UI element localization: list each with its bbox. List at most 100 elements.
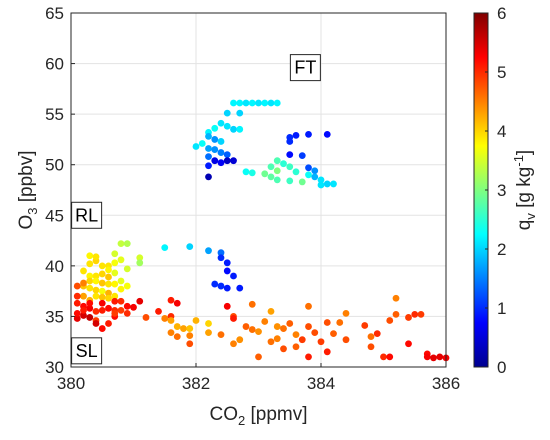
data-point: [330, 180, 337, 188]
data-point: [342, 309, 350, 317]
data-point: [292, 331, 300, 339]
data-point: [192, 317, 200, 324]
data-point: [92, 286, 100, 294]
data-point: [111, 297, 119, 305]
data-point: [305, 302, 312, 310]
data-point: [230, 125, 237, 133]
data-point: [298, 336, 306, 344]
data-point: [98, 287, 106, 295]
data-point: [98, 325, 106, 332]
annotation-label: FT: [294, 58, 316, 78]
data-point: [436, 353, 444, 361]
data-point: [317, 176, 325, 184]
x-axis-ticks: 380 382 384 386: [57, 363, 460, 393]
data-point: [80, 279, 87, 287]
data-point: [267, 338, 275, 346]
data-point: [80, 312, 87, 319]
data-point: [286, 320, 294, 327]
data-point: [248, 300, 256, 308]
data-point: [242, 99, 250, 107]
data-point: [423, 353, 431, 361]
data-point: [211, 157, 219, 165]
data-point: [323, 348, 331, 356]
data-point: [267, 163, 275, 171]
y-tick-label: 60: [45, 55, 64, 74]
data-point: [123, 265, 131, 273]
data-point: [205, 132, 212, 140]
data-point: [161, 315, 169, 322]
data-point: [136, 254, 144, 262]
data-point: [123, 302, 131, 310]
annotation-frame: [71, 201, 103, 229]
data-point: [236, 284, 244, 292]
y-tick-label: 55: [45, 105, 64, 124]
data-point: [117, 297, 125, 305]
data-point: [192, 143, 200, 150]
data-point: [92, 320, 100, 327]
data-point: [292, 343, 300, 351]
data-point: [111, 259, 119, 267]
data-point: [205, 247, 212, 255]
data-point: [186, 340, 194, 348]
x-tick-label: 380: [57, 374, 85, 393]
data-point: [323, 319, 331, 326]
data-point: [311, 173, 319, 181]
data-point: [105, 320, 112, 327]
data-point: [230, 157, 237, 165]
data-point: [223, 302, 231, 310]
data-point: [286, 138, 294, 145]
annotation-box: RL: [71, 201, 103, 229]
data-point: [261, 318, 269, 325]
data-point: [205, 162, 212, 170]
data-point: [98, 299, 106, 307]
data-point: [223, 267, 231, 275]
data-point: [417, 311, 425, 318]
data-point: [211, 146, 219, 153]
data-point: [230, 99, 237, 107]
data-point: [205, 320, 212, 327]
data-point: [223, 259, 231, 267]
data-point: [236, 109, 244, 117]
data-point: [92, 253, 100, 261]
data-point: [86, 277, 94, 285]
colorbar-tick-label: 4: [497, 122, 506, 141]
data-point: [361, 322, 369, 329]
data-point: [311, 329, 319, 337]
data-point: [255, 99, 262, 107]
data-point: [242, 168, 250, 176]
data-point: [323, 130, 331, 138]
data-point: [92, 307, 100, 315]
x-tick-label: 384: [307, 374, 335, 393]
data-point: [273, 176, 281, 184]
data-point: [180, 325, 187, 332]
data-point: [105, 294, 112, 302]
data-point: [217, 149, 225, 156]
region-annotations: FT RL SL: [71, 54, 321, 365]
data-point: [217, 254, 225, 262]
data-point: [80, 306, 87, 314]
data-point: [92, 272, 100, 280]
x-tick-label: 382: [182, 374, 210, 393]
data-point: [223, 109, 231, 117]
data-point: [255, 328, 262, 335]
data-point: [86, 299, 94, 307]
data-point: [98, 270, 106, 278]
x-axis-label: CO2 [ppmv]: [209, 404, 307, 428]
data-point: [286, 151, 294, 159]
y-axis-ticks: 30 35 40 45 50 55 60 65: [45, 4, 75, 377]
data-point: [405, 340, 412, 348]
data-point: [217, 138, 225, 145]
x-tick-label: 386: [432, 374, 460, 393]
y-tick-label: 30: [45, 358, 64, 377]
data-point: [86, 314, 94, 321]
data-point: [286, 177, 294, 185]
data-point: [117, 277, 125, 285]
data-point: [86, 252, 94, 260]
data-point: [280, 325, 287, 332]
data-point: [80, 292, 87, 300]
data-point: [342, 336, 350, 344]
data-point: [117, 285, 125, 293]
data-point: [205, 145, 212, 152]
data-point: [211, 136, 219, 143]
data-point: [292, 131, 300, 139]
